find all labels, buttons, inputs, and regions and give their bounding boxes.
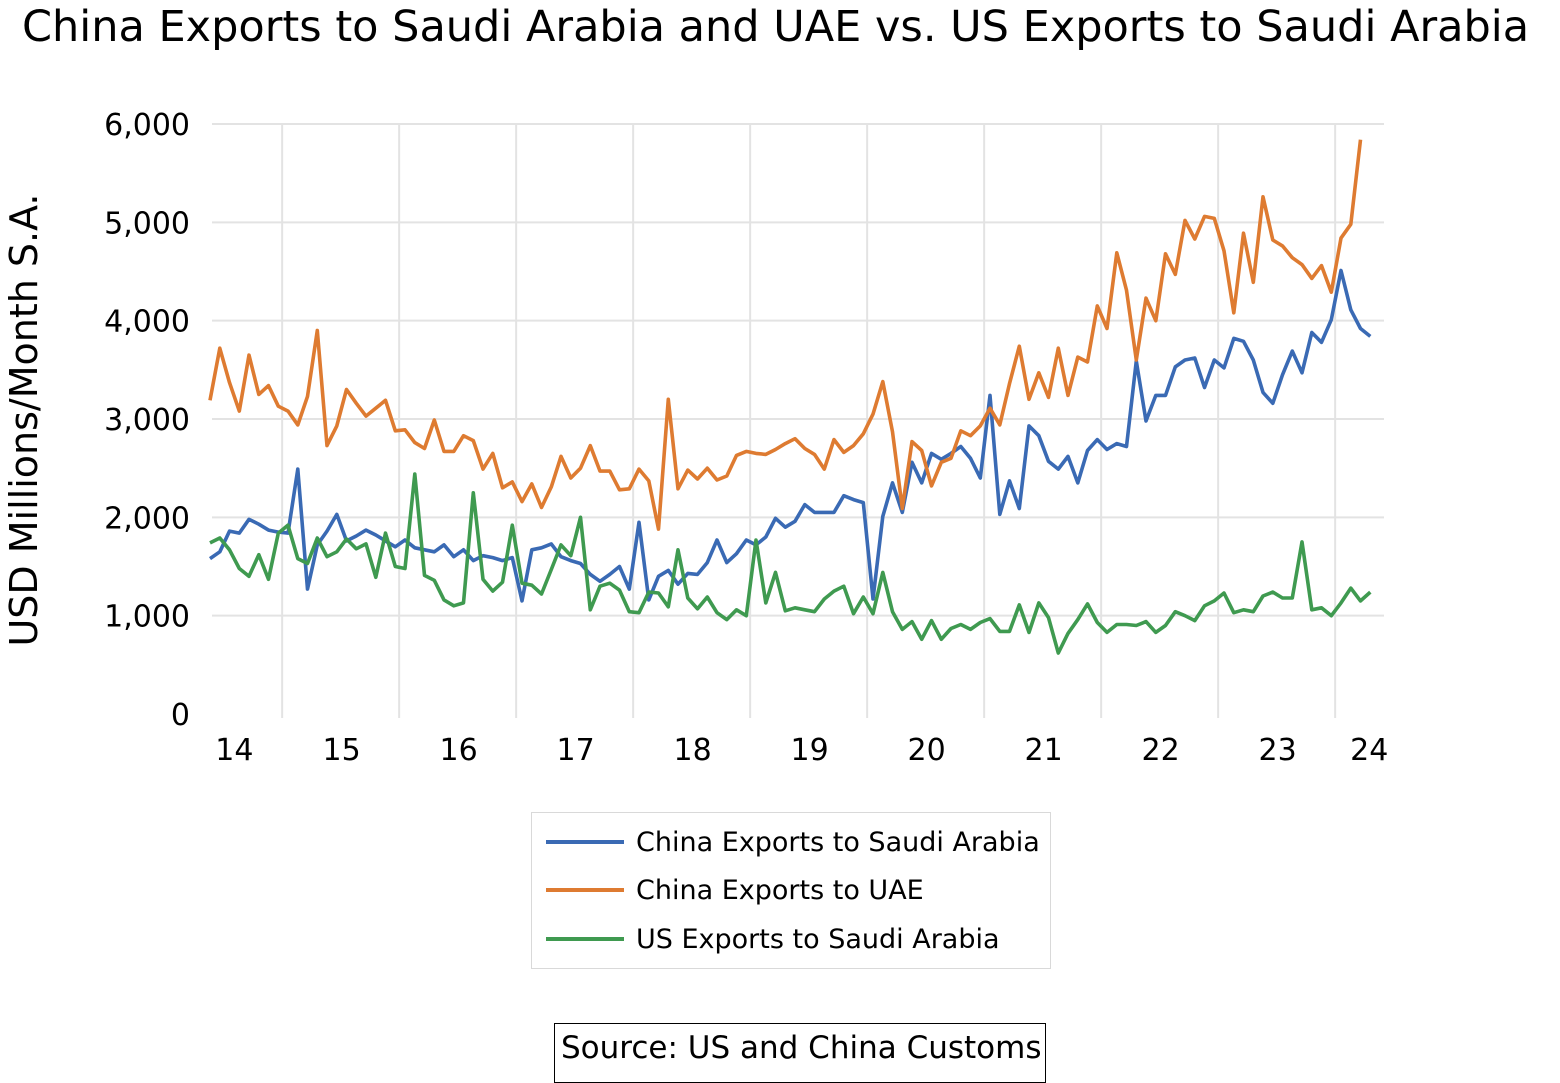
legend-item-china-uae: China Exports to UAE bbox=[546, 873, 924, 907]
x-tick-label: 18 bbox=[674, 733, 712, 768]
y-tick-label: 2,000 bbox=[104, 501, 190, 536]
source-note: Source: US and China Customs bbox=[554, 1023, 1046, 1083]
legend-swatch bbox=[546, 888, 624, 892]
x-tick-label: 14 bbox=[215, 733, 253, 768]
legend-label: China Exports to UAE bbox=[636, 874, 924, 906]
legend-label: US Exports to Saudi Arabia bbox=[636, 923, 1000, 955]
y-tick-label: 4,000 bbox=[104, 305, 190, 340]
series-line-1 bbox=[208, 139, 1363, 531]
series-lines bbox=[208, 139, 1372, 655]
y-tick-label: 3,000 bbox=[104, 403, 190, 438]
legend-swatch bbox=[546, 840, 624, 844]
y-tick-label: 6,000 bbox=[104, 108, 190, 143]
x-tick-label: 16 bbox=[440, 733, 478, 768]
y-tick-label: 5,000 bbox=[104, 206, 190, 241]
legend-item-china-saudi: China Exports to Saudi Arabia bbox=[546, 825, 1040, 859]
series-line-0 bbox=[208, 268, 1372, 603]
y-tick-label: 1,000 bbox=[104, 600, 190, 635]
legend: China Exports to Saudi Arabia China Expo… bbox=[531, 812, 1051, 969]
legend-swatch bbox=[546, 937, 624, 941]
x-tick-label: 23 bbox=[1259, 733, 1297, 768]
x-axis-ticks: 14 15 16 17 18 19 20 21 22 23 24 bbox=[215, 733, 1388, 768]
gridlines bbox=[212, 123, 1384, 718]
y-tick-label: 0 bbox=[171, 698, 190, 733]
x-tick-label: 20 bbox=[908, 733, 946, 768]
chart-title: China Exports to Saudi Arabia and UAE vs… bbox=[22, 2, 1530, 52]
y-axis-ticks: 0 1,000 2,000 3,000 4,000 5,000 6,000 bbox=[104, 108, 190, 733]
x-tick-label: 21 bbox=[1025, 733, 1063, 768]
x-tick-label: 22 bbox=[1142, 733, 1180, 768]
x-tick-label: 17 bbox=[557, 733, 595, 768]
legend-item-us-saudi: US Exports to Saudi Arabia bbox=[546, 922, 1000, 956]
x-tick-label: 19 bbox=[791, 733, 829, 768]
series-line-2 bbox=[209, 472, 1372, 655]
x-tick-label: 15 bbox=[323, 733, 361, 768]
legend-label: China Exports to Saudi Arabia bbox=[636, 826, 1040, 858]
x-tick-label: 24 bbox=[1350, 733, 1388, 768]
